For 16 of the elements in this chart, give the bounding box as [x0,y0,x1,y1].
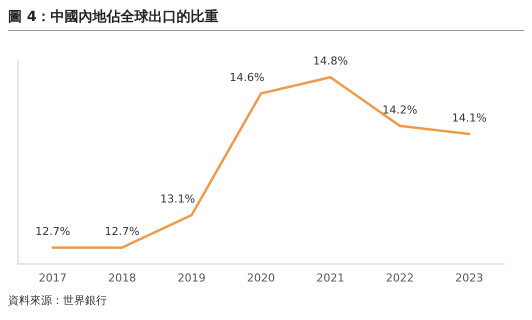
x-tick-label: 2022 [386,271,414,284]
x-tick-label: 2020 [247,271,275,284]
x-tick-label: 2017 [38,271,67,284]
data-label: 13.1% [160,192,196,206]
x-tick-label: 2019 [178,271,206,284]
x-tick-label: 2023 [455,271,484,284]
source-note: 資料來源：世界銀行 [8,293,108,308]
chart-title: 圖 4：中國內地佔全球出口的比重 [8,8,524,31]
data-label: 14.2% [382,103,418,116]
x-tick-label: 2018 [108,271,136,284]
x-tick-label: 2021 [316,271,344,284]
data-label: 12.7% [35,224,70,238]
data-label: 14.6% [230,70,264,84]
data-label: 12.7% [104,224,140,238]
data-label: 14.8% [312,54,348,68]
data-label: 14.1% [452,111,487,124]
